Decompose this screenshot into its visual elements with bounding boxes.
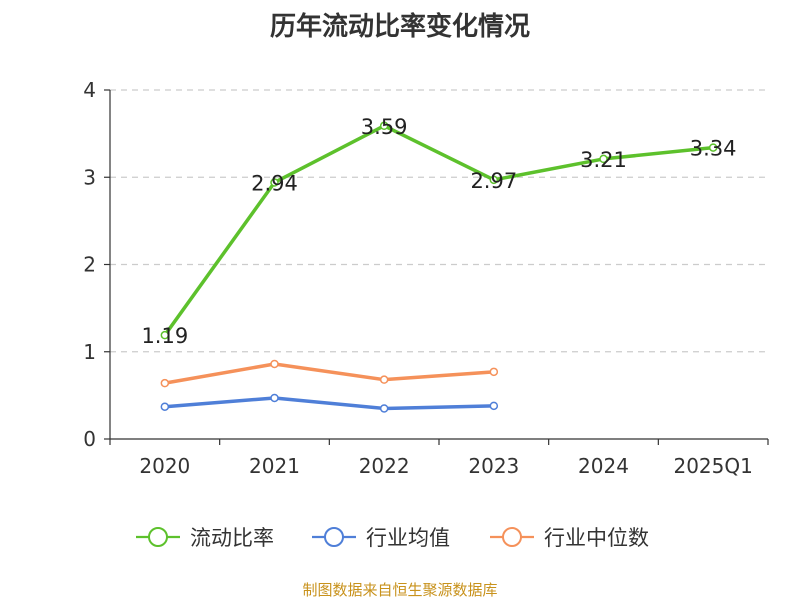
data-source-note: 制图数据来自恒生聚源数据库 xyxy=(302,581,498,599)
series-line-1 xyxy=(164,396,494,411)
data-label: 3.21 xyxy=(580,148,627,172)
series-line-2 xyxy=(164,362,494,385)
data-label: 3.59 xyxy=(361,115,408,139)
grid-lines xyxy=(110,89,768,353)
data-labels: 1.19 2.94 3.59 2.97 3.21 3.34 xyxy=(141,115,736,348)
series-2-point xyxy=(160,378,170,388)
series-1-point xyxy=(270,393,279,403)
series-line-0 xyxy=(163,124,714,337)
legend: 流动比率 行业均值 行业中位数 xyxy=(136,526,649,550)
legend-label: 行业中位数 xyxy=(544,526,649,550)
series-0-point xyxy=(708,143,718,152)
x-tick-label: 2022 xyxy=(359,454,410,478)
series-2-point xyxy=(489,367,499,377)
series-0-point xyxy=(270,178,279,187)
x-tick-label: 2021 xyxy=(249,454,300,478)
series-1-point xyxy=(379,404,389,413)
legend-swatch-marker xyxy=(148,527,168,547)
y-tick-label: 0 xyxy=(83,427,96,451)
series-0-point xyxy=(599,154,608,164)
data-label: 2.97 xyxy=(470,169,517,193)
data-label: 1.19 xyxy=(141,324,188,348)
x-tick-label: 2025Q1 xyxy=(673,454,752,478)
data-label: 3.34 xyxy=(690,137,737,161)
y-tick-label: 3 xyxy=(83,165,96,189)
series-2-point xyxy=(379,375,389,384)
legend-swatch-marker xyxy=(324,527,344,547)
series-1-point xyxy=(489,401,499,411)
series-0-point xyxy=(160,330,170,340)
axes: 0 1 2 3 4 2020 2021 2022 2023 2024 2025Q1 xyxy=(83,78,769,478)
legend-swatch-marker xyxy=(502,527,522,547)
series-0-point xyxy=(489,175,499,185)
series-2-point xyxy=(270,359,279,369)
legend-label: 行业均值 xyxy=(366,526,450,550)
y-tick-label: 2 xyxy=(83,253,96,277)
series-1-point xyxy=(160,402,170,411)
series-lines xyxy=(160,121,718,413)
legend-label: 流动比率 xyxy=(190,526,274,550)
series-0-point xyxy=(379,121,389,131)
y-tick-label: 4 xyxy=(83,78,96,102)
data-label: 2.94 xyxy=(251,171,298,195)
x-tick-label: 2023 xyxy=(468,454,519,478)
x-tick-label: 2024 xyxy=(578,454,629,478)
y-tick-label: 1 xyxy=(83,340,96,364)
x-tick-label: 2020 xyxy=(139,454,190,478)
chart-title: 历年流动比率变化情况 xyxy=(269,12,530,42)
